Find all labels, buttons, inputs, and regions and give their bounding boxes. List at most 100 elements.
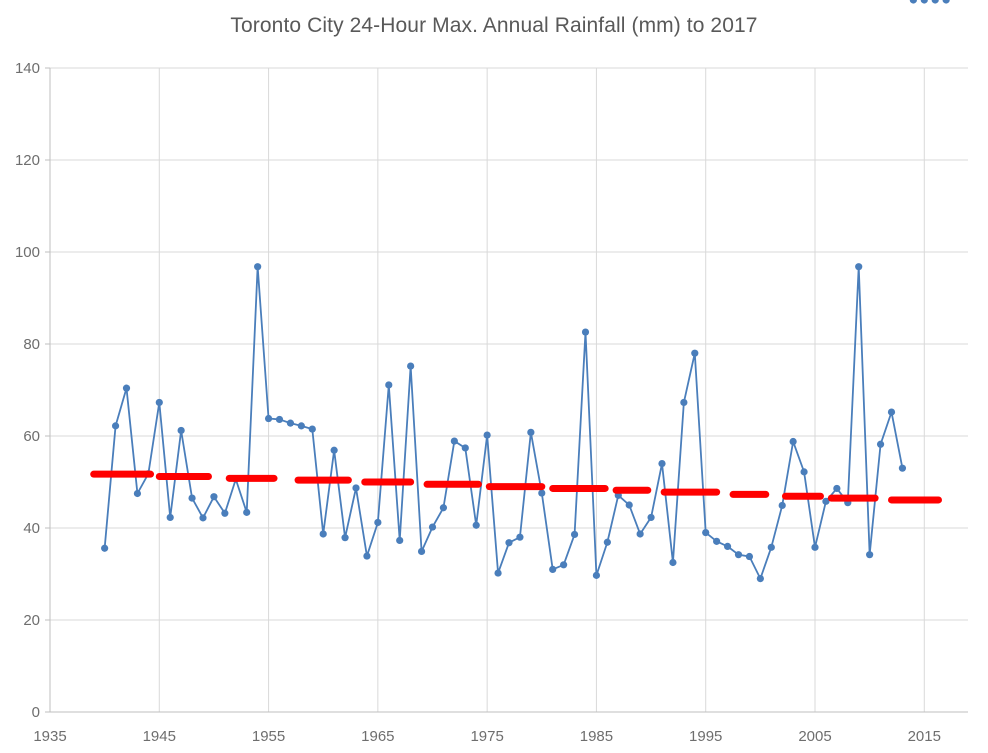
data-point-marker xyxy=(920,0,928,4)
data-point-marker xyxy=(538,489,546,497)
data-point-marker xyxy=(221,509,229,517)
data-point-marker xyxy=(942,0,950,4)
y-tick-label: 60 xyxy=(23,428,40,445)
data-point-marker xyxy=(811,543,819,551)
data-point-marker xyxy=(702,529,710,537)
data-point-marker xyxy=(789,437,797,446)
data-point-marker xyxy=(254,263,262,271)
data-point-marker xyxy=(385,381,393,389)
data-point-marker xyxy=(188,494,196,502)
data-point-marker xyxy=(319,530,327,538)
data-point-marker xyxy=(549,565,557,574)
data-point-marker xyxy=(210,493,218,501)
data-point-marker xyxy=(713,537,721,545)
series-line-path xyxy=(103,265,904,580)
x-tick-label: 2015 xyxy=(908,728,941,745)
data-point-marker xyxy=(264,414,273,423)
data-point-marker xyxy=(767,543,775,551)
data-point-marker xyxy=(111,422,120,430)
data-point-marker xyxy=(636,530,644,538)
x-tick-label: 1945 xyxy=(143,728,176,745)
data-point-marker xyxy=(166,513,174,522)
x-tick-label: 1975 xyxy=(470,728,503,745)
data-point-marker xyxy=(734,551,743,559)
data-point-marker xyxy=(363,552,371,560)
data-point-marker xyxy=(428,523,437,531)
gridlines xyxy=(50,67,968,713)
data-point-marker xyxy=(855,263,863,271)
data-point-marker xyxy=(199,514,207,522)
data-point-marker xyxy=(592,571,601,579)
x-axis-tick-labels: 1935 1945 1955 1965 1975 1985 1995 2005 2015 xyxy=(33,728,941,745)
data-point-marker xyxy=(417,547,426,556)
data-point-marker xyxy=(669,558,677,567)
data-point-marker xyxy=(581,328,590,336)
data-point-marker xyxy=(822,497,830,505)
data-point-marker xyxy=(691,349,699,357)
x-tick-label: 1935 xyxy=(33,728,66,745)
y-tick-label: 100 xyxy=(15,244,40,261)
data-point-marker xyxy=(122,384,131,392)
data-point-marker xyxy=(439,504,448,512)
data-point-marker xyxy=(461,444,469,452)
data-point-marker xyxy=(505,539,513,547)
data-point-marker xyxy=(745,552,754,561)
x-tick-label: 1965 xyxy=(361,728,394,745)
x-tick-label: 1955 xyxy=(252,728,285,745)
data-point-marker xyxy=(494,569,502,577)
data-point-marker xyxy=(680,398,688,407)
data-point-marker xyxy=(876,440,885,448)
data-point-marker xyxy=(308,425,316,433)
data-point-marker xyxy=(450,437,458,445)
data-point-marker xyxy=(570,530,579,539)
y-axis-tick-labels: 0 20 40 60 80 100 120 140 xyxy=(15,60,40,721)
data-point-marker xyxy=(407,362,415,370)
data-point-marker xyxy=(286,419,295,427)
data-point-marker xyxy=(330,446,338,454)
data-point-marker xyxy=(527,428,535,436)
data-point-marker xyxy=(472,521,480,529)
y-tick-label: 80 xyxy=(23,336,40,353)
data-point-marker xyxy=(155,398,163,407)
data-point-marker xyxy=(341,534,349,542)
data-point-marker xyxy=(647,513,655,522)
data-point-marker xyxy=(101,544,109,552)
data-point-marker xyxy=(887,408,896,416)
data-point-marker xyxy=(909,0,917,4)
y-tick-label: 120 xyxy=(15,152,40,169)
data-point-marker xyxy=(658,460,666,468)
series-data-markers xyxy=(101,0,950,583)
data-point-marker xyxy=(275,415,284,424)
y-tick-label: 20 xyxy=(23,612,40,629)
data-point-marker xyxy=(723,542,732,551)
y-tick-label: 40 xyxy=(23,520,40,537)
x-tick-label: 1995 xyxy=(689,728,722,745)
series-line xyxy=(103,265,904,580)
data-point-marker xyxy=(374,518,382,527)
data-point-marker xyxy=(133,489,142,498)
data-point-marker xyxy=(603,538,611,546)
data-point-marker xyxy=(625,501,633,509)
data-point-marker xyxy=(800,468,808,476)
data-point-marker xyxy=(243,508,251,516)
data-point-marker xyxy=(833,484,841,493)
data-point-marker xyxy=(396,536,404,545)
y-tick-label: 140 xyxy=(15,60,40,77)
data-point-marker xyxy=(898,464,907,472)
data-point-marker xyxy=(297,422,305,430)
data-point-marker xyxy=(177,426,185,435)
y-tick-label: 0 xyxy=(32,704,40,721)
trend-line-segments xyxy=(90,470,942,504)
data-point-marker xyxy=(560,561,568,569)
data-point-marker xyxy=(756,575,764,583)
data-point-marker xyxy=(778,501,786,510)
data-point-marker xyxy=(866,551,874,559)
data-point-marker xyxy=(516,533,524,541)
axis-lines xyxy=(45,67,968,713)
x-tick-label: 1985 xyxy=(580,728,613,745)
data-point-marker xyxy=(931,0,939,4)
data-point-marker xyxy=(352,484,360,492)
data-point-marker xyxy=(483,431,491,439)
